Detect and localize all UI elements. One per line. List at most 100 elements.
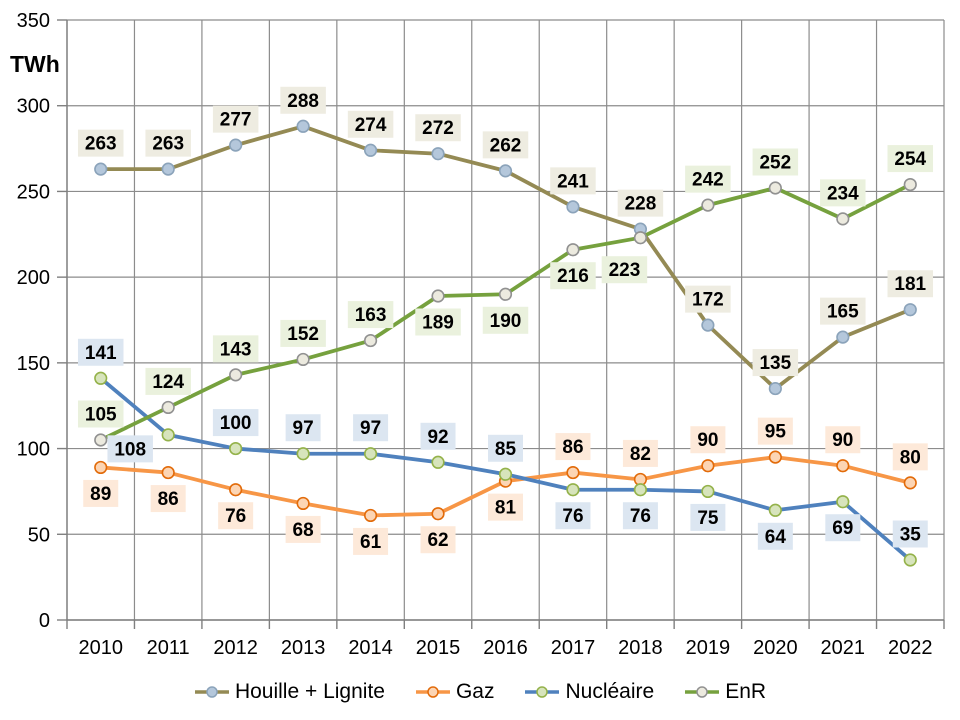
data-label-box — [555, 433, 591, 461]
data-point-marker — [903, 553, 917, 567]
data-label: 76 — [562, 506, 583, 527]
data-label-box — [150, 485, 186, 513]
data-label: 254 — [894, 149, 926, 170]
data-point-marker — [566, 465, 580, 480]
x-tick-label: 2016 — [483, 637, 528, 659]
data-label: 76 — [225, 506, 246, 527]
y-tick-label: 250 — [17, 181, 50, 203]
data-label-box — [212, 105, 259, 133]
legend-marker-nucleaire — [525, 686, 560, 698]
data-label: 75 — [697, 508, 719, 529]
data-label-box — [820, 179, 866, 207]
data-point-marker — [161, 428, 175, 442]
data-point-marker — [229, 483, 243, 497]
data-label: 181 — [894, 274, 926, 295]
x-tick-label: 2014 — [348, 637, 393, 659]
data-label-box — [212, 409, 259, 437]
legend-label: Gaz — [455, 680, 495, 703]
data-label: 234 — [827, 183, 859, 204]
data-label-box — [347, 301, 394, 329]
x-tick-label: 2011 — [147, 637, 190, 659]
y-tick-label: 350 — [17, 10, 50, 32]
data-label: 274 — [355, 115, 387, 136]
y-axis-tick-labels: 0 50 100 150 200 250 300 350 — [17, 10, 50, 632]
data-label: 124 — [152, 372, 184, 393]
series-houille-lignite — [94, 119, 917, 396]
data-label-box — [420, 526, 456, 554]
data-label: 172 — [692, 290, 724, 311]
legend: Houille + Lignite Gaz Nucléaire EnR — [0, 668, 960, 716]
data-labels-gaz: 89 86 76 68 61 62 81 86 82 90 95 90 80 — [83, 417, 928, 555]
data-label-box — [482, 306, 529, 334]
data-point-marker — [768, 450, 782, 464]
y-tick-label: 200 — [17, 267, 50, 289]
x-tick-label: 2017 — [551, 637, 596, 659]
axes — [57, 19, 945, 629]
data-label-box — [685, 165, 731, 193]
data-label-box — [825, 426, 861, 454]
data-point-marker — [498, 467, 513, 481]
data-label-box — [752, 349, 799, 377]
data-label-box — [690, 426, 726, 454]
data-point-marker — [161, 400, 175, 415]
data-label-box — [555, 502, 591, 530]
data-point-marker — [431, 455, 445, 469]
x-axis-tick-labels: 2010 2011 2012 2013 2014 2015 2016 2017 2018 2019… — [78, 637, 932, 659]
data-label: 190 — [490, 311, 522, 332]
data-label: 61 — [360, 532, 382, 553]
data-labels-enr: 105 124 143 152 163 189 190 216 223 242 252 234 254 — [77, 145, 934, 428]
x-tick-label: 2021 — [821, 637, 866, 659]
data-point-marker — [836, 212, 850, 226]
data-label: 272 — [422, 118, 454, 139]
data-label: 97 — [360, 418, 381, 439]
data-label: 228 — [625, 194, 657, 215]
x-tick-label: 2015 — [416, 637, 461, 659]
data-label: 35 — [900, 525, 922, 546]
data-point-marker — [363, 143, 378, 157]
data-label: 81 — [495, 498, 517, 519]
data-label: 277 — [220, 110, 252, 131]
data-label: 242 — [692, 170, 724, 191]
data-point-marker — [633, 231, 648, 245]
x-tick-label: 2012 — [213, 637, 258, 659]
data-label: 263 — [152, 134, 184, 155]
legend-marker-houille-lignite — [194, 686, 229, 698]
data-point-marker — [94, 162, 108, 176]
data-label-box — [353, 414, 389, 442]
data-label: 262 — [490, 135, 522, 156]
data-label-box — [622, 439, 658, 467]
data-labels-nucleaire: 141 108 100 97 97 92 85 76 76 75 64 69 35 — [77, 338, 928, 550]
data-label: 86 — [562, 437, 583, 458]
data-label-box — [285, 414, 321, 442]
data-label: 105 — [85, 405, 117, 426]
legend-marker-dot — [536, 686, 549, 698]
data-point-marker — [161, 162, 175, 176]
y-tick-label: 300 — [17, 96, 50, 118]
data-point-marker — [363, 333, 378, 348]
data-label-box — [887, 145, 934, 173]
data-label-box — [218, 502, 254, 530]
x-tick-label: 2010 — [78, 637, 123, 659]
data-point-marker — [94, 433, 108, 447]
data-point-marker — [498, 164, 513, 178]
data-label-box — [488, 493, 523, 521]
data-point-marker — [229, 441, 243, 456]
data-point-marker — [836, 459, 850, 473]
data-point-marker — [633, 483, 648, 497]
data-label: 135 — [759, 353, 791, 374]
data-label: 90 — [832, 430, 853, 451]
data-label-box — [415, 114, 461, 142]
data-label: 216 — [557, 266, 589, 287]
data-label-box — [420, 422, 456, 450]
data-label: 288 — [287, 91, 319, 112]
data-label-box — [752, 148, 799, 176]
y-axis-unit-label: TWh — [10, 51, 60, 77]
y-tick-label: 50 — [28, 524, 50, 546]
legend-item-gaz: Gaz — [415, 680, 495, 704]
data-label-box — [145, 367, 191, 395]
data-point-marker — [701, 198, 715, 212]
y-tick-label: 100 — [17, 439, 50, 461]
data-label-box — [550, 167, 596, 195]
legend-marker-dot — [427, 686, 439, 698]
data-label: 223 — [609, 260, 641, 281]
